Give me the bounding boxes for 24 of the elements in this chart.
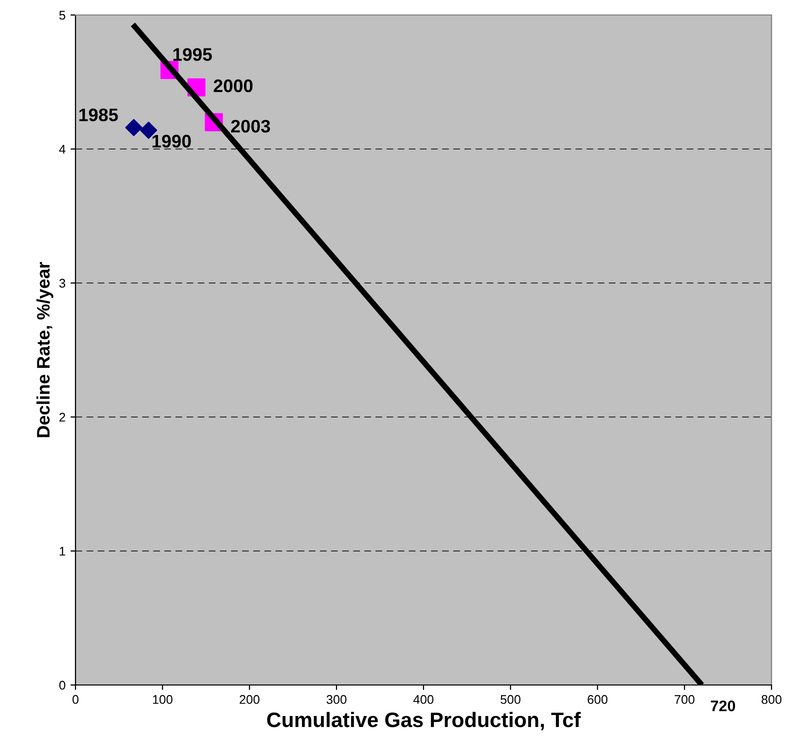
point <box>125 119 142 136</box>
x-tick-label: 500 <box>500 695 520 704</box>
x-tick-label: 600 <box>588 695 608 704</box>
annotation: 2003 <box>231 120 270 133</box>
x-tick-label: 200 <box>240 695 260 704</box>
x-tick-label: 300 <box>326 695 346 704</box>
y-tick-label: 1 <box>60 546 66 556</box>
annotation: 2000 <box>214 79 253 92</box>
y-tick-label: 5 <box>59 10 66 20</box>
y-axis-title: Decline Rate, %/year <box>36 262 54 438</box>
x-axis-title: Cumulative Gas Production, Tcf <box>267 712 581 730</box>
annotation: 1995 <box>173 48 212 61</box>
x-tick-label: 0 <box>72 695 78 704</box>
x-tick-label: 800 <box>762 695 782 704</box>
y-tick-label: 3 <box>59 278 66 288</box>
y-tick-label: 0 <box>59 680 66 690</box>
y-tick-label: 2 <box>59 412 66 422</box>
y-tick-label: 4 <box>59 144 66 154</box>
annotation: 720 <box>710 700 736 712</box>
x-tick-label: 100 <box>153 695 172 704</box>
x-tick-label: 400 <box>413 695 434 704</box>
annotation: 1985 <box>79 108 118 122</box>
x-tick-label: 700 <box>674 695 694 704</box>
annotation: 1990 <box>152 134 191 148</box>
